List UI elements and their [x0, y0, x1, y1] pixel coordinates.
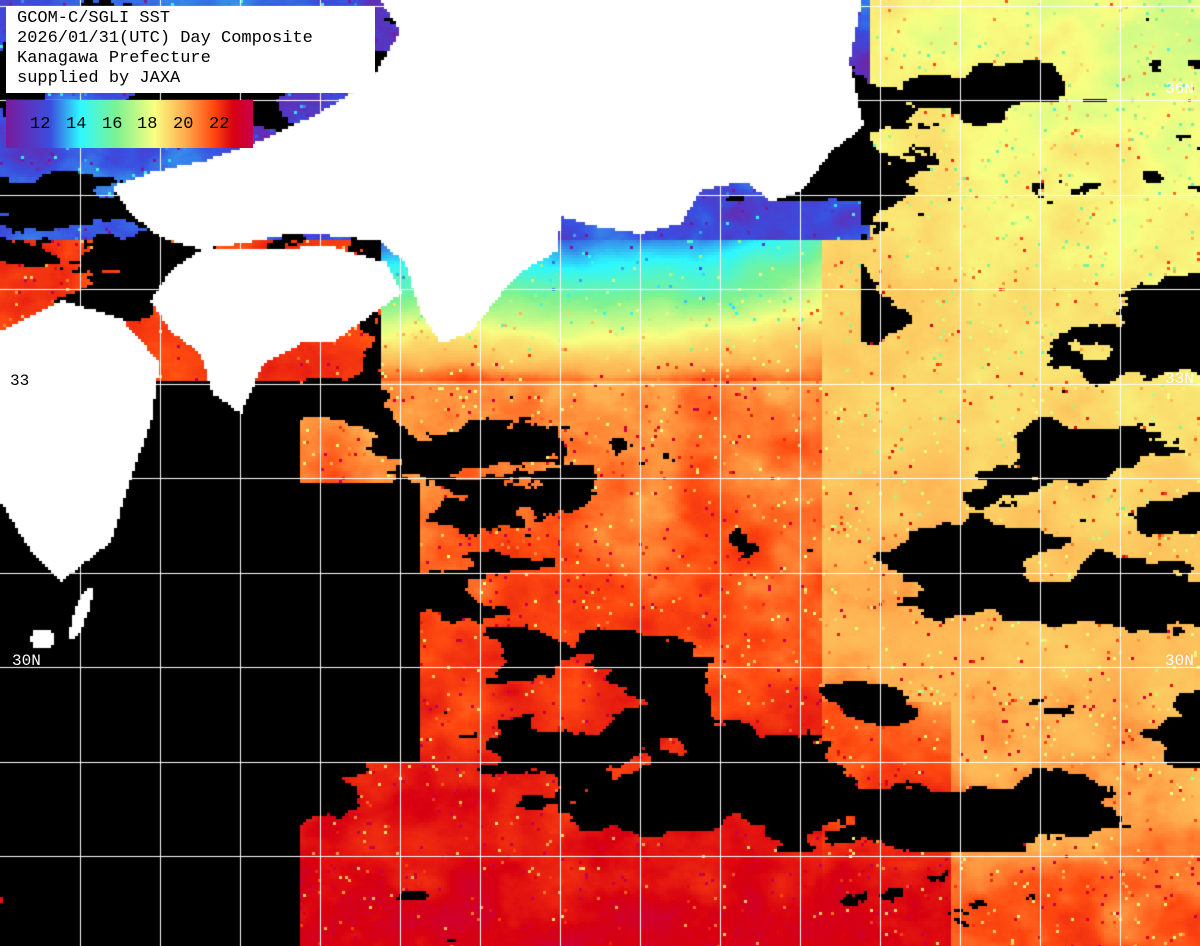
- lat-label-30n-left: 30N: [12, 652, 41, 670]
- lat-label-33-left: 33: [10, 372, 30, 390]
- title-line-credit: supplied by JAXA: [17, 69, 181, 88]
- lon-label-136e: 136E: [482, 3, 500, 42]
- legend-tick: 22: [209, 115, 230, 134]
- lat-label-33n: 33N: [1165, 370, 1194, 388]
- legend-tick: 12: [30, 115, 51, 134]
- title-line-product: GCOM-C/SGLI SST: [17, 9, 171, 28]
- color-legend: 12 14 16 18 20 22: [6, 100, 253, 148]
- legend-tick: 20: [173, 115, 194, 134]
- legend-tick: 18: [137, 115, 158, 134]
- title-box: GCOM-C/SGLI SST 2026/01/31(UTC) Day Comp…: [6, 6, 375, 93]
- title-line-region: Kanagawa Prefecture: [17, 49, 211, 68]
- legend-tick: 16: [102, 115, 123, 134]
- lat-label-30n-right: 30N: [1165, 652, 1194, 670]
- lat-label-36n: 36N: [1165, 80, 1194, 98]
- title-line-date: 2026/01/31(UTC) Day Composite: [17, 29, 313, 48]
- legend-tick: 14: [66, 115, 87, 134]
